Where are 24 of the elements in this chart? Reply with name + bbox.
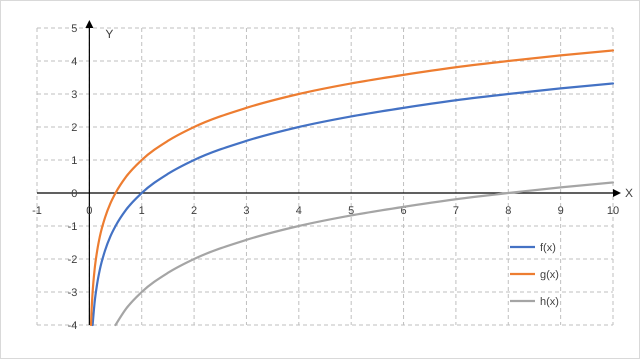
x-tick-label: 1	[138, 205, 145, 217]
legend-label: h(x)	[540, 296, 559, 308]
y-tick-label: 4	[71, 56, 78, 68]
y-tick-label: -3	[68, 287, 78, 299]
x-tick-label: 2	[191, 205, 198, 217]
y-tick-label: -2	[68, 254, 78, 266]
y-tick-label: 3	[71, 89, 78, 101]
x-tick-label: 7	[452, 205, 459, 217]
y-tick-label: 5	[71, 23, 78, 35]
y-tick-label: 1	[71, 155, 78, 167]
x-tick-label: 3	[243, 205, 250, 217]
y-tick-label: -1	[68, 221, 78, 233]
y-axis-title: Y	[105, 27, 114, 41]
y-tick-label: -4	[68, 320, 78, 332]
y-tick-label: 2	[71, 122, 78, 134]
x-tick-label: 4	[296, 205, 302, 217]
x-axis-title: X	[625, 186, 634, 200]
legend-label: f(x)	[540, 242, 556, 254]
x-tick-label: 10	[606, 205, 620, 217]
legend-label: g(x)	[540, 269, 559, 281]
x-tick-label: 5	[348, 205, 354, 217]
x-tick-label: 9	[558, 205, 564, 217]
x-tick-label: -1	[32, 205, 42, 217]
x-tick-label: 8	[505, 205, 512, 217]
